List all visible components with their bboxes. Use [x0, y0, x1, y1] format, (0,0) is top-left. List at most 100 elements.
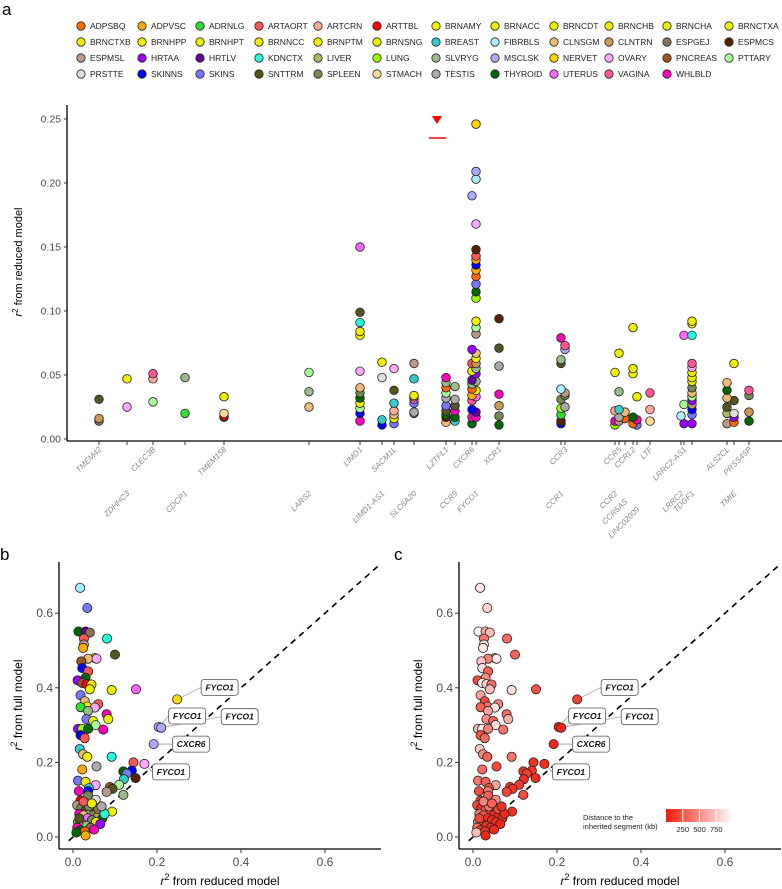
- callout-box: [600, 678, 639, 696]
- gene-tissue-point: [389, 363, 399, 374]
- legend-label: BRNCHB: [618, 21, 654, 31]
- gene-tissue-point: [471, 166, 481, 177]
- legend-swatch: [137, 69, 147, 79]
- callout-gene-name: FYCO1: [573, 711, 602, 721]
- legend-label: NERVET: [563, 53, 597, 63]
- gene-tissue-point: [219, 408, 229, 419]
- model-comparison-point: [83, 705, 94, 716]
- gene-tissue-point: [467, 191, 477, 201]
- model-comparison-point: [491, 761, 502, 772]
- gene-callout-label: FYCO1: [200, 678, 239, 696]
- x-tick-label: 0.4: [633, 855, 650, 869]
- legend-swatch: [313, 37, 323, 47]
- model-comparison-point: [83, 723, 94, 734]
- gene-tissue-point: [148, 397, 158, 407]
- legend-item: SKINNS: [137, 69, 183, 79]
- legend-swatch: [76, 37, 86, 47]
- model-comparison-point: [139, 758, 150, 769]
- y-title-text: from full model: [11, 659, 25, 741]
- callout-gene-name: FYCO1: [205, 682, 234, 692]
- gene-tick-label: ZDHHC3: [101, 489, 131, 519]
- legend-item: BRNPTM: [313, 37, 363, 47]
- colorbar-tick-label: 250: [676, 825, 689, 834]
- y-tick-label: 0.0: [36, 830, 53, 844]
- legend-item: SLVRYG: [431, 53, 479, 63]
- model-comparison-point: [73, 786, 84, 797]
- gene-tissue-point: [471, 244, 481, 255]
- model-comparison-point: [495, 818, 506, 829]
- legend-label: UTERUS: [563, 69, 598, 79]
- model-comparison-point: [77, 764, 88, 775]
- legend-swatch: [313, 69, 323, 79]
- callout-gene-name: FYCO1: [605, 682, 634, 692]
- y-title-sup: 2: [409, 742, 419, 747]
- gene-tick-label: FYCO1: [455, 489, 480, 514]
- legend-label: BRNCTXA: [738, 21, 779, 31]
- x-title-sup: 2: [564, 872, 569, 882]
- x-tick-label: 0.6: [317, 855, 334, 869]
- legend-item: BRNCDT: [549, 21, 598, 31]
- gene-tissue-point: [409, 358, 419, 369]
- tissue-legend: ADPSBQ ADPVSC ADRNLG ARTAORT ARTCRN ARTTBL BRN…: [76, 21, 779, 79]
- model-comparison-point: [501, 786, 512, 797]
- gene-tissue-point: [560, 340, 570, 351]
- gene-tissue-point: [355, 242, 365, 252]
- panel-b-scatter-tissue: r2 from reduced model r2 from full model…: [9, 562, 382, 888]
- gene-tissue-point: [645, 388, 655, 398]
- legend-swatch: [76, 21, 86, 31]
- legend-item: ADPVSC: [137, 21, 186, 31]
- gene-tissue-point: [377, 357, 387, 367]
- gene-tissue-point: [122, 402, 132, 412]
- legend-swatch: [549, 37, 559, 47]
- gene-tissue-point: [494, 313, 504, 324]
- x-tick-label: 0.2: [549, 855, 566, 869]
- panel-b-y-axis-title: r2 from full model: [9, 659, 25, 750]
- gene-tissue-point: [628, 412, 638, 422]
- legend-swatch: [490, 37, 500, 47]
- gene-tissue-point: [556, 384, 566, 394]
- panel-letter-c: c: [394, 545, 403, 564]
- gene-callout-label: CXCR6: [572, 735, 611, 753]
- model-comparison-point: [482, 751, 493, 762]
- model-comparison-point: [118, 789, 129, 800]
- model-comparison-point: [89, 824, 100, 835]
- gene-tissue-point: [409, 390, 419, 401]
- panel-b-x-axis-title: r2 from reduced model: [160, 872, 279, 888]
- model-comparison-point: [95, 818, 106, 829]
- gene-tissue-point: [304, 402, 314, 412]
- gene-tick-label: SLC6A20: [388, 489, 419, 520]
- legend-item: MSCLSK: [490, 53, 539, 63]
- legend-item: HRTAA: [137, 53, 179, 63]
- model-comparison-point: [128, 757, 139, 768]
- legend-item: BRNSNG: [372, 37, 422, 47]
- model-comparison-point: [473, 786, 484, 797]
- legend-item: LUNG: [372, 53, 410, 63]
- colorbar-tick-label: 750: [710, 825, 723, 834]
- legend-label: HRTLV: [209, 53, 236, 63]
- legend-item: ARTTBL: [372, 21, 419, 31]
- legend-swatch: [254, 69, 264, 79]
- legend-item: LIVER: [313, 53, 352, 63]
- gene-tissue-point: [560, 402, 570, 412]
- legend-swatch: [372, 69, 382, 79]
- callout-box: [568, 707, 607, 725]
- model-comparison-point: [71, 827, 82, 838]
- legend-swatch: [490, 69, 500, 79]
- legend-item: KDNCTX: [254, 53, 303, 63]
- gene-callout-label: FYCO1: [168, 707, 207, 725]
- panel-c-x-axis-title: r2 from reduced model: [560, 872, 679, 888]
- legend-label: TESTIS: [445, 69, 475, 79]
- model-comparison-point: [556, 722, 567, 733]
- y-tick-label: 0.4: [436, 681, 453, 695]
- gene-tick-label: CLEC3B: [129, 445, 158, 474]
- x-tick-label: 0.4: [233, 855, 250, 869]
- model-comparison-point: [130, 773, 141, 784]
- gene-tissue-point: [687, 358, 697, 369]
- gene-tissue-point: [614, 404, 624, 415]
- gene-tissue-point: [679, 399, 689, 410]
- legend-label: LIVER: [327, 53, 352, 63]
- gene-tissue-point: [94, 413, 104, 424]
- gene-tissue-point: [304, 367, 314, 378]
- gene-tissue-point: [687, 316, 697, 326]
- y-title-sup: 2: [11, 308, 20, 313]
